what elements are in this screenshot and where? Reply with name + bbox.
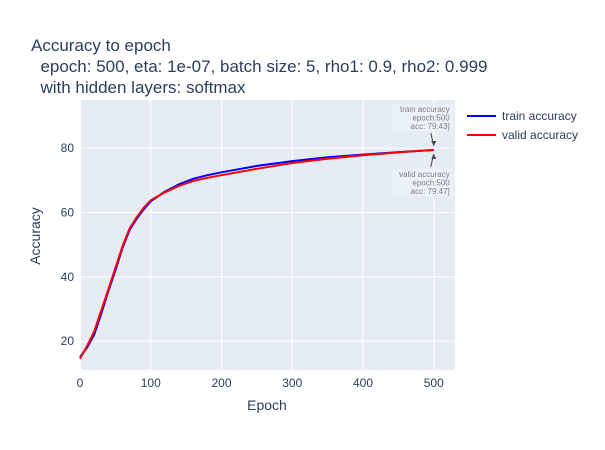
legend-label: train accuracy (502, 109, 577, 123)
title-line-2: epoch: 500, eta: 1e-07, batch size: 5, r… (31, 57, 487, 76)
y-tick-label: 40 (61, 270, 75, 284)
plot-area (80, 100, 455, 370)
y-axis-title: Accuracy (27, 207, 43, 265)
annotation-text: acc: 79.47] (411, 187, 450, 196)
series-lines (79, 148, 434, 360)
annotation-text: acc: 79.43] (411, 122, 450, 131)
y-tick-label: 20 (61, 334, 75, 348)
y-tick-label: 80 (61, 141, 75, 155)
x-tick-label: 500 (424, 376, 444, 390)
x-tick-label: 200 (211, 376, 231, 390)
annotation-arrowhead (431, 153, 437, 159)
annotation-text: epoch:500 (412, 178, 450, 187)
annotation-arrowhead (431, 141, 437, 147)
y-axis-ticks: 20 40 60 80 (61, 141, 75, 348)
annotation-box (391, 168, 453, 197)
x-axis-title: Epoch (247, 397, 287, 413)
annotation-text: epoch:500 (412, 114, 450, 123)
legend-label: valid accuracy (502, 128, 578, 142)
x-tick-label: 300 (282, 376, 302, 390)
x-tick-label: 100 (141, 376, 161, 390)
x-tick-label: 400 (353, 376, 373, 390)
y-tick-label: 60 (61, 206, 75, 220)
chart-title: Accuracy to epoch epoch: 500, eta: 1e-07… (31, 36, 487, 97)
annotation-text: train accuracy (400, 105, 450, 114)
x-tick-label: 0 (77, 376, 84, 390)
annotation-text: valid accuracy (399, 170, 450, 179)
series-line (79, 148, 434, 360)
x-axis-ticks: 0 100 200 300 400 500 (77, 376, 444, 390)
title-line-1: Accuracy to epoch (31, 36, 171, 55)
legend: train accuracy valid accuracy (467, 109, 578, 142)
annotation-box (391, 104, 453, 132)
title-line-3: with hidden layers: softmax (31, 78, 246, 97)
grid-lines (79, 100, 455, 370)
